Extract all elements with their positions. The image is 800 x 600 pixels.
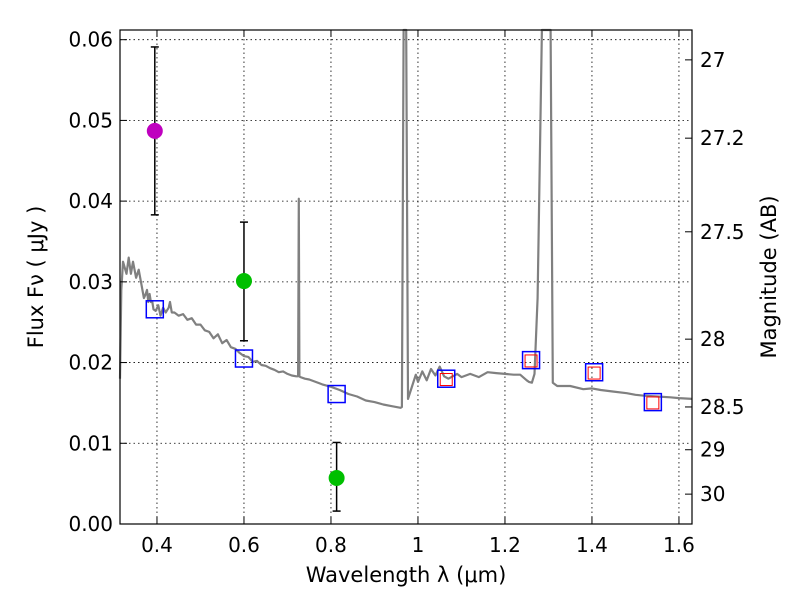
tick-layer: 0.4 0.6 0.8 1 1.2 1.4 1.6 0.00 0.01 0.02 0.03 0.04 0… [68, 28, 744, 557]
model-photometry-square [584, 362, 604, 382]
x-tick-label: 1.4 [576, 533, 608, 557]
y-axis-right-label: Magnitude (AB) [757, 195, 781, 358]
model-photometry-square [436, 369, 456, 388]
y-tick-label: 0.02 [68, 351, 113, 375]
x-tick-label: 1.2 [489, 533, 521, 557]
y-tick-label: 0.00 [68, 512, 113, 536]
y-tick-label: 0.03 [68, 270, 113, 294]
x-tick-label: 1 [412, 533, 425, 557]
y-right-tick-label: 29 [700, 438, 725, 462]
model-photometry-square [521, 350, 541, 370]
y-right-tick-label: 28 [700, 327, 725, 351]
x-axis-label: Wavelength λ (μm) [306, 563, 507, 587]
y-right-tick-label: 27 [700, 48, 725, 72]
plot-frame [119, 29, 693, 525]
observed-flux-point [235, 273, 252, 290]
model-photometry-square [643, 392, 663, 412]
marker-layer [145, 46, 663, 512]
model-spectrum-line [118, 28, 693, 409]
observed-photometry-square [587, 366, 601, 380]
model-photometry-square [234, 349, 254, 368]
y-tick-label: 0.06 [68, 28, 113, 52]
x-tick-label: 0.4 [141, 533, 173, 557]
observed-photometry-square [524, 354, 538, 368]
y-right-tick-label: 30 [700, 482, 725, 506]
y-tick-label: 0.01 [68, 431, 113, 455]
y-tick-label: 0.05 [68, 108, 113, 132]
model-photometry-square [327, 384, 346, 404]
observed-flux-point [146, 122, 163, 139]
x-tick-label: 0.8 [315, 533, 347, 557]
x-tick-label: 1.6 [663, 533, 695, 557]
y-right-tick-label: 27.2 [700, 126, 745, 150]
x-tick-label: 0.6 [228, 533, 260, 557]
y-right-tick-label: 28.5 [700, 395, 745, 419]
observed-photometry-square [646, 396, 660, 410]
y-axis-label: Flux Fν ( μJy ) [24, 206, 48, 349]
spectrum-layer [118, 28, 693, 409]
y-tick-label: 0.04 [68, 189, 113, 213]
model-photometry-square [145, 300, 165, 319]
y-right-tick-label: 27.5 [700, 220, 745, 244]
observed-photometry-square [439, 373, 453, 387]
observed-flux-point [328, 469, 345, 486]
